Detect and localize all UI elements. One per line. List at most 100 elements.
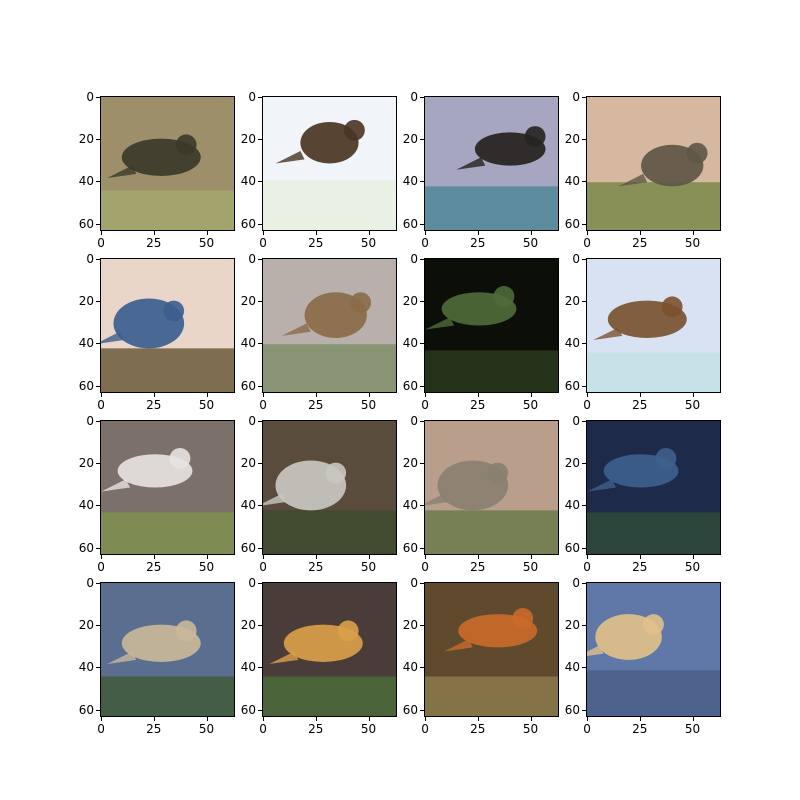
y-tick	[420, 301, 424, 303]
y-tick-label: 20	[240, 618, 256, 633]
x-tick	[477, 231, 479, 235]
x-tick-label: 0	[421, 236, 429, 250]
x-tick-label: 50	[684, 560, 701, 574]
x-tick-label: 0	[97, 722, 105, 736]
x-tick	[425, 555, 427, 559]
y-tick-label: 0	[572, 252, 580, 267]
y-tick-label: 20	[402, 132, 418, 147]
x-tick-label: 50	[684, 398, 701, 412]
y-tick-label: 60	[564, 702, 580, 717]
y-tick	[420, 667, 424, 669]
x-tick	[315, 555, 317, 559]
y-tick-label: 20	[78, 456, 94, 471]
y-tick-label: 60	[564, 216, 580, 231]
x-tick	[368, 393, 370, 397]
y-tick-label: 20	[78, 294, 94, 309]
y-tick-label: 40	[78, 498, 94, 513]
y-tick	[420, 709, 424, 711]
y-tick	[258, 385, 262, 387]
x-tick	[153, 555, 155, 559]
bird-sample-r2c4-image	[587, 259, 720, 392]
y-tick-label: 40	[402, 498, 418, 513]
y-tick-label: 40	[402, 660, 418, 675]
x-tick-label: 0	[97, 398, 105, 412]
y-tick	[420, 343, 424, 345]
x-tick	[477, 717, 479, 721]
x-tick	[692, 393, 694, 397]
x-tick	[692, 555, 694, 559]
x-tick	[587, 555, 589, 559]
y-tick	[420, 463, 424, 465]
y-tick-label: 0	[248, 90, 256, 105]
y-tick-label: 60	[402, 702, 418, 717]
x-tick-label: 25	[470, 236, 486, 250]
y-tick-label: 60	[240, 216, 256, 231]
y-tick	[96, 709, 100, 711]
bird-sample-r3c3	[424, 420, 559, 555]
x-tick-label: 0	[583, 722, 591, 736]
x-tick	[206, 393, 208, 397]
y-tick-label: 60	[240, 378, 256, 393]
bird-sample-r1c2-image	[263, 97, 396, 230]
x-tick-label: 25	[632, 722, 648, 736]
y-tick	[582, 625, 586, 627]
y-tick-label: 0	[410, 252, 418, 267]
x-tick-label: 50	[522, 560, 539, 574]
x-tick	[206, 555, 208, 559]
x-tick	[101, 717, 103, 721]
y-tick	[420, 223, 424, 225]
y-tick-label: 60	[564, 378, 580, 393]
x-tick-label: 0	[259, 236, 267, 250]
y-tick	[258, 223, 262, 225]
y-tick	[258, 343, 262, 345]
y-tick	[258, 505, 262, 507]
y-tick-label: 0	[86, 414, 94, 429]
y-tick	[96, 547, 100, 549]
x-tick	[587, 717, 589, 721]
bird-sample-r2c3-image	[425, 259, 558, 392]
x-tick	[425, 717, 427, 721]
x-tick-label: 25	[308, 722, 324, 736]
x-tick-label: 50	[360, 398, 377, 412]
y-tick-label: 20	[240, 294, 256, 309]
x-tick	[263, 393, 265, 397]
x-tick	[206, 717, 208, 721]
y-tick	[420, 385, 424, 387]
y-tick-label: 0	[248, 252, 256, 267]
x-tick-label: 25	[470, 722, 486, 736]
y-tick	[420, 547, 424, 549]
bird-sample-r2c1	[100, 258, 235, 393]
x-tick-label: 50	[198, 722, 215, 736]
x-tick-label: 25	[308, 398, 324, 412]
bird-sample-r4c1	[100, 582, 235, 717]
y-tick	[258, 259, 262, 261]
y-tick	[96, 625, 100, 627]
y-tick	[582, 181, 586, 183]
y-tick	[582, 301, 586, 303]
y-tick	[582, 259, 586, 261]
x-tick-label: 0	[583, 560, 591, 574]
y-tick	[420, 139, 424, 141]
y-tick-label: 40	[564, 498, 580, 513]
x-tick-label: 25	[308, 560, 324, 574]
y-tick	[582, 97, 586, 99]
x-tick	[315, 717, 317, 721]
x-tick	[206, 231, 208, 235]
x-tick-label: 50	[360, 236, 377, 250]
y-tick-label: 40	[78, 336, 94, 351]
x-tick-label: 0	[421, 560, 429, 574]
y-tick	[420, 259, 424, 261]
y-tick	[420, 505, 424, 507]
x-tick-label: 0	[421, 398, 429, 412]
x-tick-label: 50	[684, 236, 701, 250]
y-tick	[96, 259, 100, 261]
y-tick-label: 40	[78, 174, 94, 189]
y-tick-label: 60	[402, 216, 418, 231]
y-tick-label: 20	[564, 618, 580, 633]
y-tick	[420, 583, 424, 585]
y-tick	[96, 223, 100, 225]
y-tick-label: 60	[564, 540, 580, 555]
y-tick	[420, 97, 424, 99]
x-tick	[368, 717, 370, 721]
